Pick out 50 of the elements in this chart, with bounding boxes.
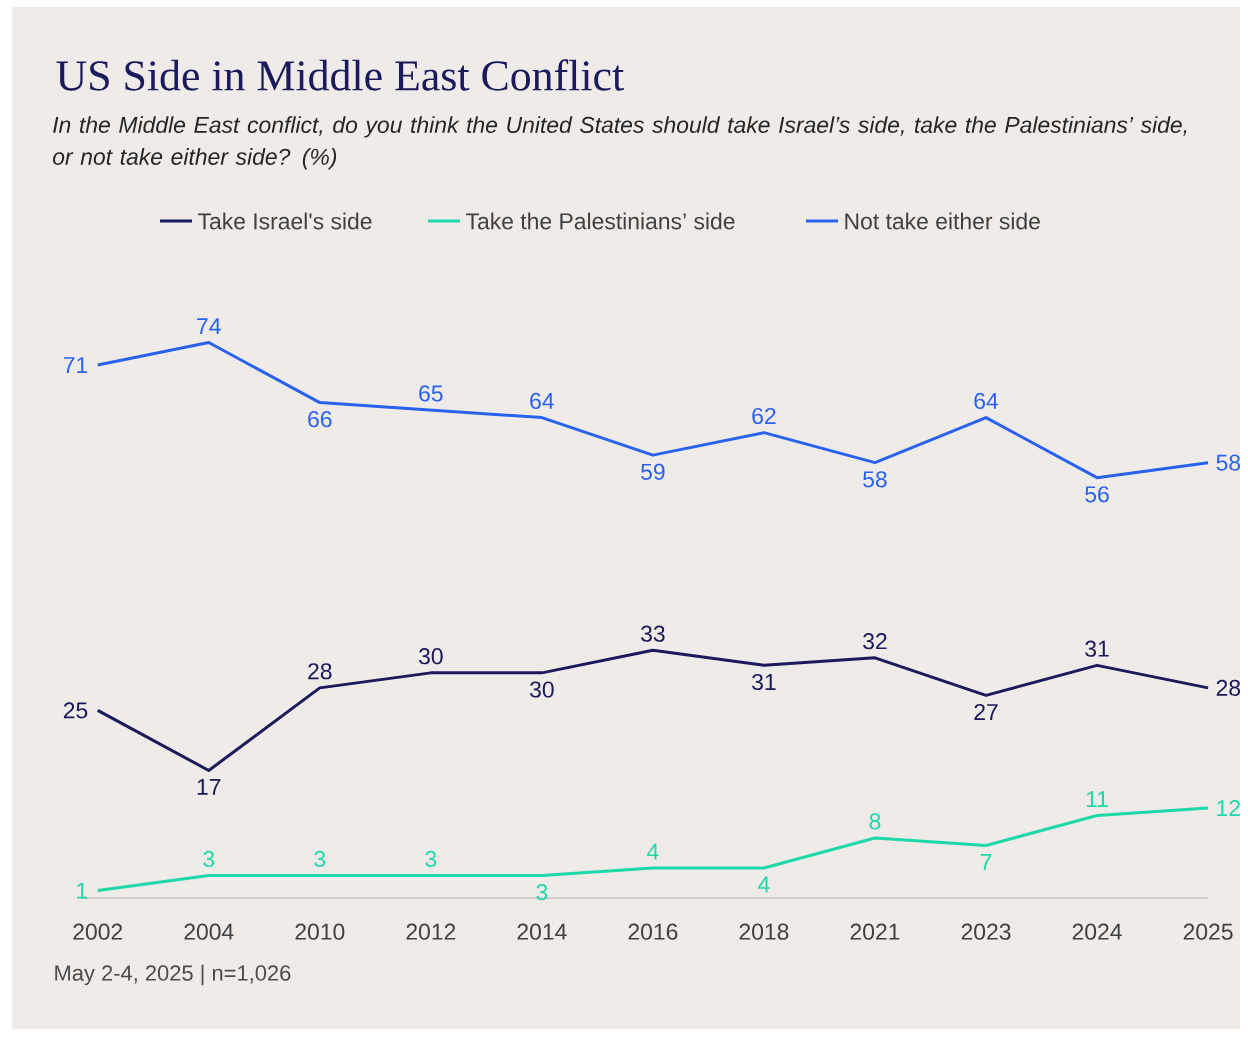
data-label: 65 <box>419 385 443 402</box>
x-tick-label: 2018 <box>739 923 789 940</box>
legend-label: Not take either side <box>845 212 1040 230</box>
data-label: 4 <box>758 876 770 893</box>
x-tick-label: 2023 <box>961 923 1011 940</box>
data-label: 28 <box>308 663 332 680</box>
data-label: 58 <box>863 471 887 488</box>
x-tick-label: 2016 <box>628 923 678 940</box>
x-tick-label: 2002 <box>73 923 123 940</box>
data-label: 8 <box>869 813 881 830</box>
data-label: 11 <box>1086 791 1108 807</box>
data-label: 31 <box>752 673 776 691</box>
data-label: 3 <box>536 884 548 901</box>
data-label: 30 <box>418 648 443 665</box>
x-tick-label: 2012 <box>406 923 456 940</box>
chart-title: US Side in Middle East Conflict <box>56 59 624 91</box>
x-tick-label: 2024 <box>1072 923 1122 940</box>
data-label: 66 <box>308 411 332 428</box>
x-tick-label: 2010 <box>295 923 345 940</box>
data-label: 4 <box>647 843 659 860</box>
data-label: 64 <box>530 392 554 410</box>
x-tick-label: 2004 <box>184 923 234 940</box>
data-label: 71 <box>63 357 88 373</box>
data-label: 28 <box>1216 679 1241 696</box>
data-label: 31 <box>1085 640 1109 657</box>
data-label: 3 <box>203 850 215 868</box>
data-label: 3 <box>425 850 437 868</box>
data-label: 59 <box>641 463 665 480</box>
data-label: 7 <box>980 854 992 870</box>
x-tick-label: 2025 <box>1183 923 1233 940</box>
legend-label: Take Israel's side <box>198 212 372 230</box>
data-label: 25 <box>63 702 88 719</box>
x-tick-label: 2014 <box>517 923 567 940</box>
data-label: 33 <box>641 625 665 642</box>
data-label: 58 <box>1216 454 1241 471</box>
text: May 2-4, 2025 | n=1,026 <box>55 964 291 986</box>
data-label: 30 <box>529 681 554 698</box>
data-label: 1 <box>77 882 88 899</box>
data-label: 64 <box>974 392 999 410</box>
data-label: 12 <box>1217 800 1240 816</box>
x-tick-label: 2021 <box>850 923 900 940</box>
data-label: 27 <box>974 703 998 720</box>
chart-subtitle: In the Middle East conflict, do you think the United States should take Israel’s side, take the Palestinians’ side, or not take either side? (%) <box>52 116 1187 170</box>
data-label: 74 <box>197 318 221 335</box>
data-label: 3 <box>314 850 326 868</box>
data-label: 62 <box>752 407 776 425</box>
data-label: 32 <box>863 633 887 650</box>
data-label: 56 <box>1085 486 1109 503</box>
legend-label: Take the Palestinians’ side <box>466 212 735 230</box>
data-label: 17 <box>197 778 221 795</box>
